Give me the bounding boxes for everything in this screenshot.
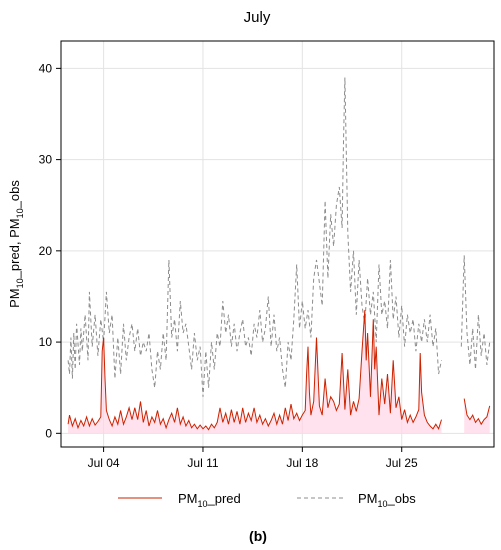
prediction-band-area (68, 310, 442, 434)
x-axis-ticks: Jul 04 Jul 11 Jul 18 Jul 25 (88, 447, 418, 470)
x-tick-label: Jul 04 (88, 456, 120, 470)
y-axis-ticks: 0 10 20 30 40 (39, 61, 61, 440)
grid (61, 41, 494, 447)
legend: PM10_pred PM10_obs (118, 491, 416, 509)
series-line-PM10_obs (67, 77, 442, 397)
legend-label-subscript: 10 (378, 499, 388, 509)
x-tick-label: Jul 18 (286, 456, 318, 470)
y-tick-label: 10 (39, 335, 53, 349)
chart-title: July (244, 9, 271, 26)
y-axis-label-subscript: 10 (15, 208, 25, 218)
y-axis-label-part: PM (7, 288, 22, 308)
prediction-band (68, 310, 490, 434)
legend-label-text: _pred (207, 491, 241, 506)
series-line-PM10_pred (463, 398, 491, 426)
prediction-band-area (464, 398, 490, 434)
figure-caption: (b) (249, 528, 267, 544)
legend-label-text: _obs (387, 491, 417, 506)
y-axis-label-part: _pred, PM (7, 218, 22, 279)
series-line-PM10_pred (67, 310, 442, 431)
y-tick-label: 30 (39, 153, 53, 167)
series-lines (67, 77, 491, 431)
legend-label-subscript: 10 (198, 499, 208, 509)
x-tick-label: Jul 11 (187, 456, 218, 470)
y-tick-label: 20 (39, 244, 53, 258)
legend-label-PM10_obs: PM10_obs (358, 491, 416, 509)
y-axis-label-part: _obs (7, 180, 22, 210)
series-line-PM10_obs (460, 255, 491, 370)
legend-label-text: PM (358, 491, 378, 506)
y-tick-label: 40 (39, 61, 53, 75)
plot-frame (60, 40, 495, 448)
y-tick-label: 0 (45, 426, 52, 440)
legend-label-text: PM (178, 491, 198, 506)
legend-label-PM10_pred: PM10_pred (178, 491, 241, 509)
y-axis-label-subscript: 10 (15, 278, 25, 288)
y-axis-label: PM10_pred, PM10_obs (7, 180, 25, 308)
x-tick-label: Jul 25 (386, 456, 418, 470)
